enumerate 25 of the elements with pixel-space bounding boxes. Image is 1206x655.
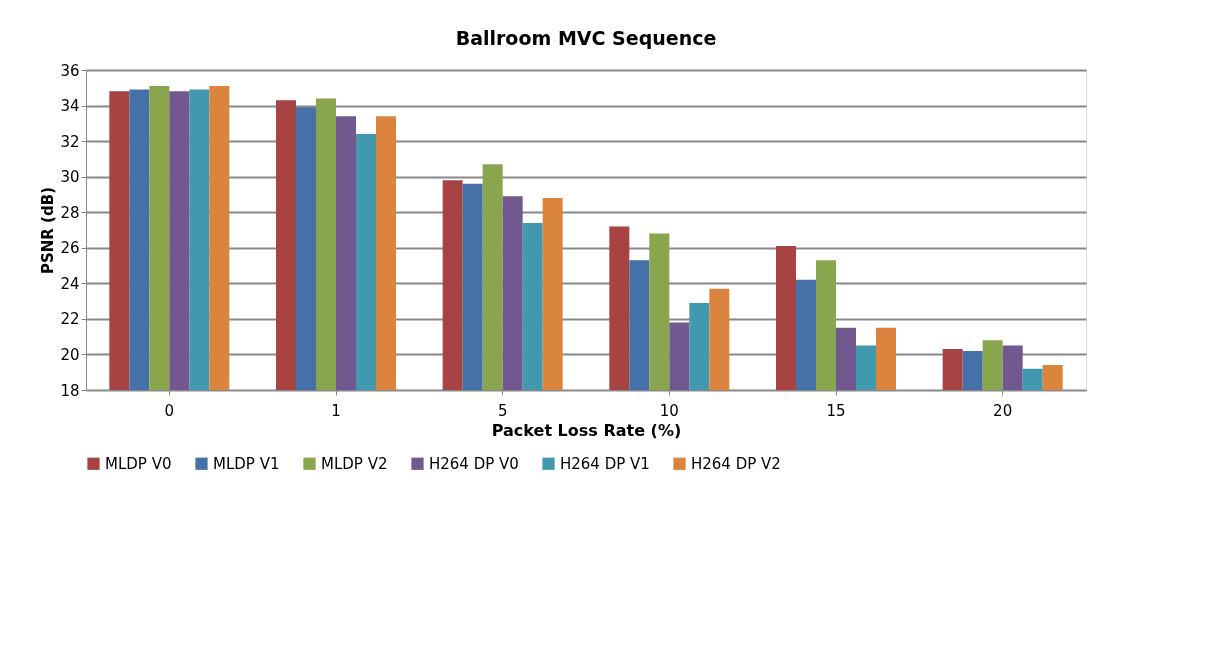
x-tick-label: 0 xyxy=(164,401,175,420)
x-tick-label: 20 xyxy=(993,401,1013,420)
y-tick-label: 28 xyxy=(60,203,80,222)
legend-label: H264 DP V1 xyxy=(560,454,650,473)
x-axis-title: Packet Loss Rate (%) xyxy=(491,420,682,440)
legend-label: H264 DP V2 xyxy=(691,454,781,473)
legend-label: MLDP V2 xyxy=(321,454,388,473)
legend-label: MLDP V1 xyxy=(213,454,280,473)
y-tick-label: 22 xyxy=(60,310,80,329)
y-tick-label: 30 xyxy=(60,168,80,187)
y-tick-label: 34 xyxy=(60,97,80,116)
x-tick-label: 5 xyxy=(497,401,508,420)
y-tick-label: 20 xyxy=(60,345,80,364)
y-tick-label: 26 xyxy=(60,239,80,258)
y-tick-label: 32 xyxy=(60,132,80,151)
y-tick-label: 36 xyxy=(60,61,80,80)
legend-label: H264 DP V0 xyxy=(429,454,519,473)
chart-title: Ballroom MVC Sequence xyxy=(455,27,717,49)
y-axis-title: PSNR (dB) xyxy=(39,186,58,275)
x-tick-label: 1 xyxy=(331,401,341,420)
x-tick-label: 10 xyxy=(659,401,679,420)
legend-label: MLDP V0 xyxy=(105,454,172,473)
y-tick-label: 18 xyxy=(60,381,80,400)
x-tick-label: 15 xyxy=(826,401,846,420)
y-tick-label: 24 xyxy=(60,274,80,293)
